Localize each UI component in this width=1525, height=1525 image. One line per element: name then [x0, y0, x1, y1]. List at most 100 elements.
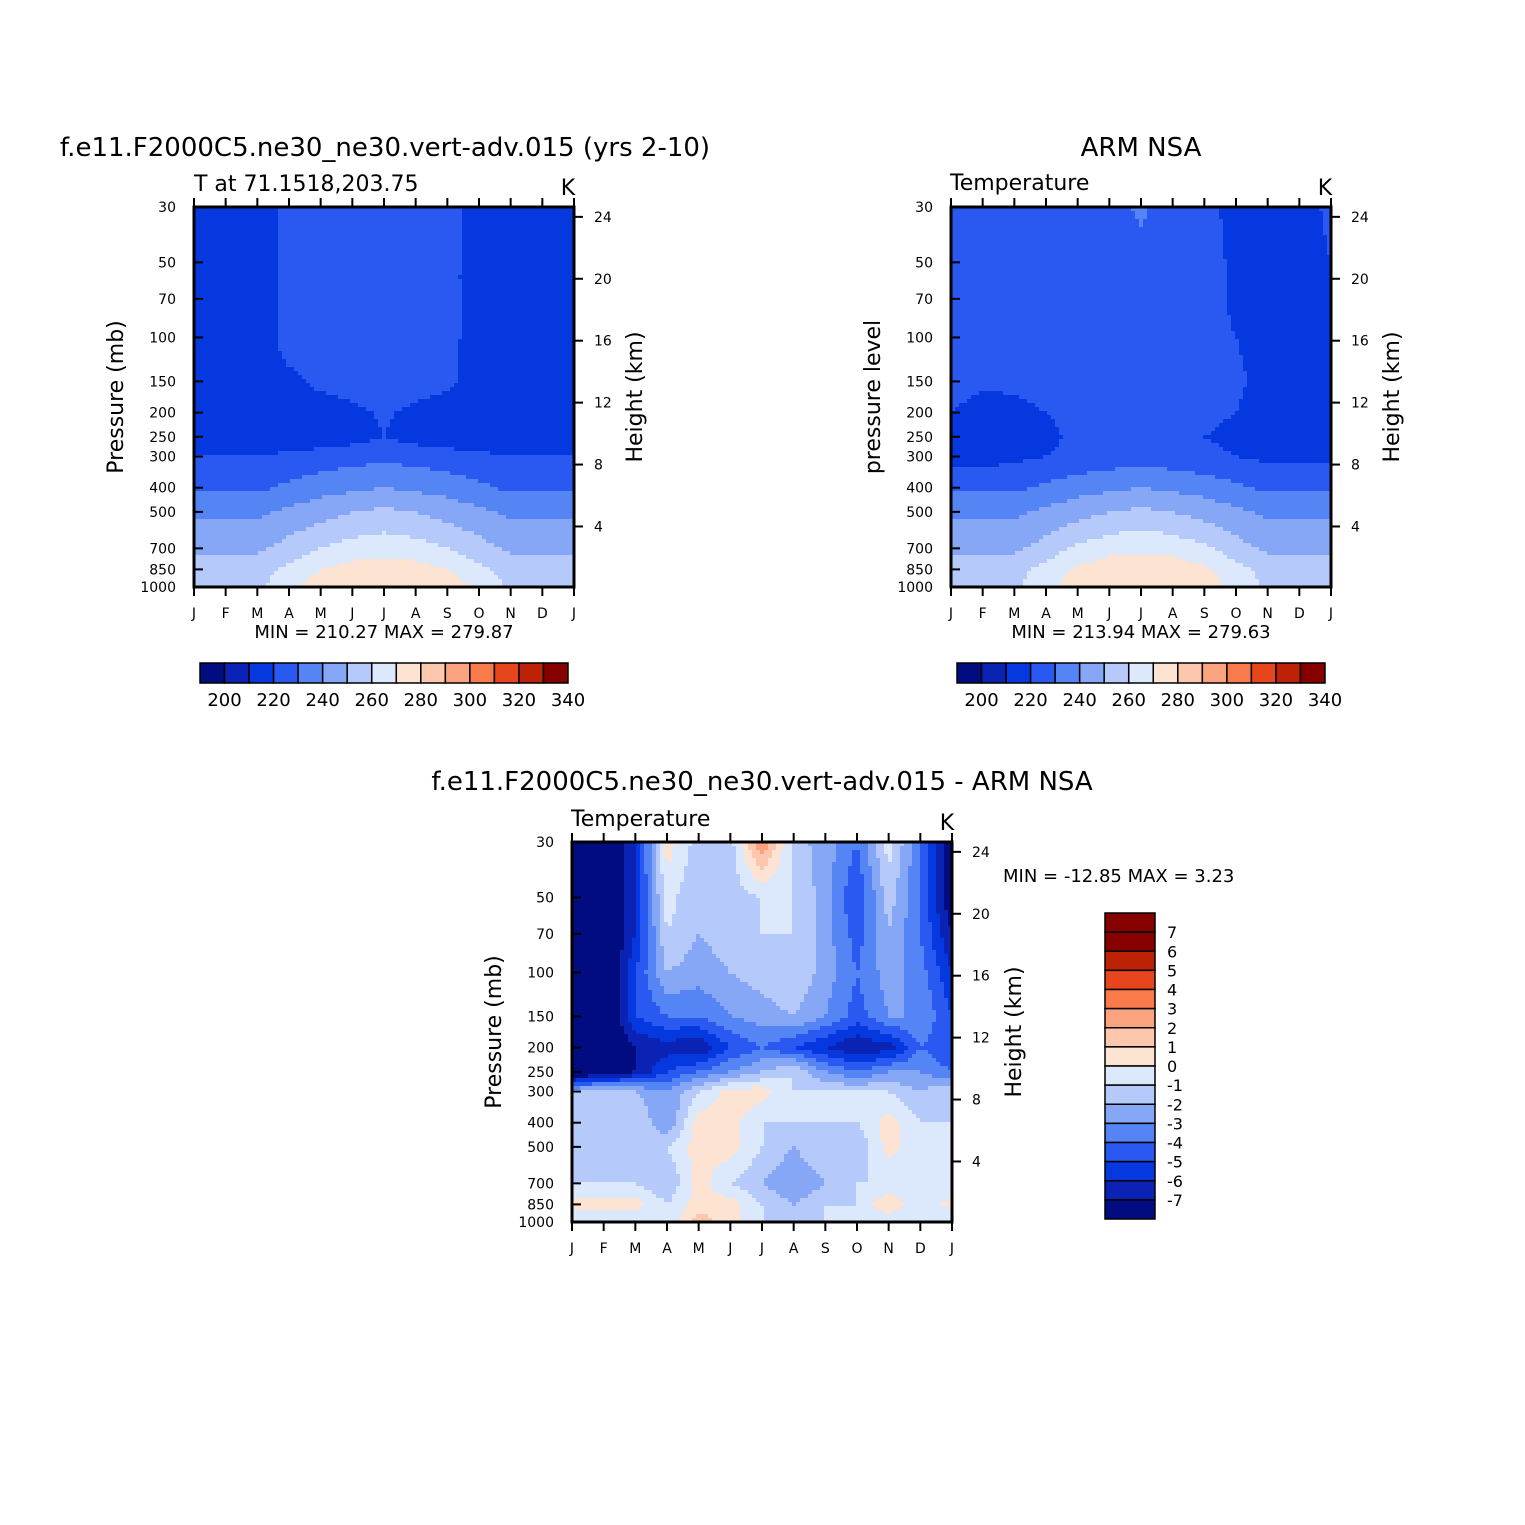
field-cell: [346, 287, 351, 292]
field-cell: [282, 299, 287, 304]
field-cell: [282, 543, 287, 548]
field-cell: [262, 335, 267, 340]
field-cell: [290, 379, 295, 384]
field-cell: [254, 547, 259, 552]
field-cell: [298, 419, 303, 424]
field-cell: [210, 331, 215, 336]
field-cell: [322, 279, 327, 284]
field-cell: [354, 279, 359, 284]
field-cell: [294, 323, 299, 328]
field-cell: [258, 399, 263, 404]
field-cell: [386, 347, 391, 352]
field-cell: [394, 407, 399, 412]
field-cell: [398, 407, 403, 412]
field-cell: [310, 323, 315, 328]
field-cell: [390, 431, 395, 436]
field-cell: [234, 447, 239, 452]
field-cell: [258, 379, 263, 384]
field-cell: [266, 327, 271, 332]
field-cell: [318, 315, 323, 320]
field-cell: [302, 495, 307, 500]
field-cell: [302, 211, 307, 216]
field-cell: [250, 547, 255, 552]
field-cell: [226, 407, 231, 412]
field-cell: [378, 431, 383, 436]
field-cell: [206, 327, 211, 332]
field-cell: [402, 399, 407, 404]
field-cell: [266, 339, 271, 344]
field-cell: [366, 299, 371, 304]
field-cell: [198, 287, 203, 292]
field-cell: [254, 407, 259, 412]
field-cell: [302, 439, 307, 444]
field-cell: [226, 211, 231, 216]
field-cell: [234, 491, 239, 496]
field-cell: [250, 343, 255, 348]
field-cell: [310, 431, 315, 436]
field-cell: [250, 555, 255, 560]
field-cell: [394, 399, 399, 404]
field-cell: [326, 463, 331, 468]
field-cell: [242, 507, 247, 512]
field-cell: [250, 443, 255, 448]
field-cell: [302, 307, 307, 312]
field-cell: [306, 447, 311, 452]
field-cell: [226, 535, 231, 540]
field-cell: [222, 403, 227, 408]
field-cell: [330, 411, 335, 416]
field-cell: [250, 271, 255, 276]
field-cell: [390, 491, 395, 496]
field-cell: [198, 283, 203, 288]
field-cell: [258, 343, 263, 348]
field-cell: [314, 579, 319, 584]
field-cell: [266, 475, 271, 480]
field-cell: [326, 403, 331, 408]
field-cell: [238, 287, 243, 292]
field-cell: [218, 455, 223, 460]
field-cell: [374, 391, 379, 396]
field-cell: [334, 551, 339, 556]
field-cell: [306, 451, 311, 456]
field-cell: [386, 531, 391, 536]
field-cell: [374, 347, 379, 352]
field-cell: [290, 575, 295, 580]
field-cell: [386, 399, 391, 404]
field-cell: [222, 499, 227, 504]
field-cell: [330, 211, 335, 216]
field-cell: [350, 323, 355, 328]
field-cell: [394, 219, 399, 224]
field-cell: [306, 243, 311, 248]
field-cell: [238, 503, 243, 508]
field-cell: [242, 467, 247, 472]
field-cell: [238, 267, 243, 272]
field-cell: [358, 499, 363, 504]
field-cell: [382, 399, 387, 404]
field-cell: [346, 247, 351, 252]
field-cell: [290, 383, 295, 388]
field-cell: [294, 363, 299, 368]
field-cell: [302, 547, 307, 552]
field-cell: [222, 283, 227, 288]
field-cell: [294, 439, 299, 444]
field-cell: [294, 355, 299, 360]
field-cell: [314, 395, 319, 400]
field-cell: [338, 479, 343, 484]
field-cell: [394, 247, 399, 252]
field-cell: [354, 507, 359, 512]
field-cell: [250, 363, 255, 368]
field-cell: [214, 495, 219, 500]
field-cell: [402, 223, 407, 228]
field-cell: [214, 515, 219, 520]
field-cell: [386, 259, 391, 264]
field-cell: [306, 315, 311, 320]
field-cell: [326, 407, 331, 412]
field-cell: [362, 407, 367, 412]
field-cell: [302, 555, 307, 560]
field-cell: [270, 291, 275, 296]
field-cell: [210, 339, 215, 344]
field-cell: [206, 243, 211, 248]
field-cell: [366, 211, 371, 216]
field-cell: [318, 551, 323, 556]
field-cell: [322, 395, 327, 400]
field-cell: [374, 247, 379, 252]
